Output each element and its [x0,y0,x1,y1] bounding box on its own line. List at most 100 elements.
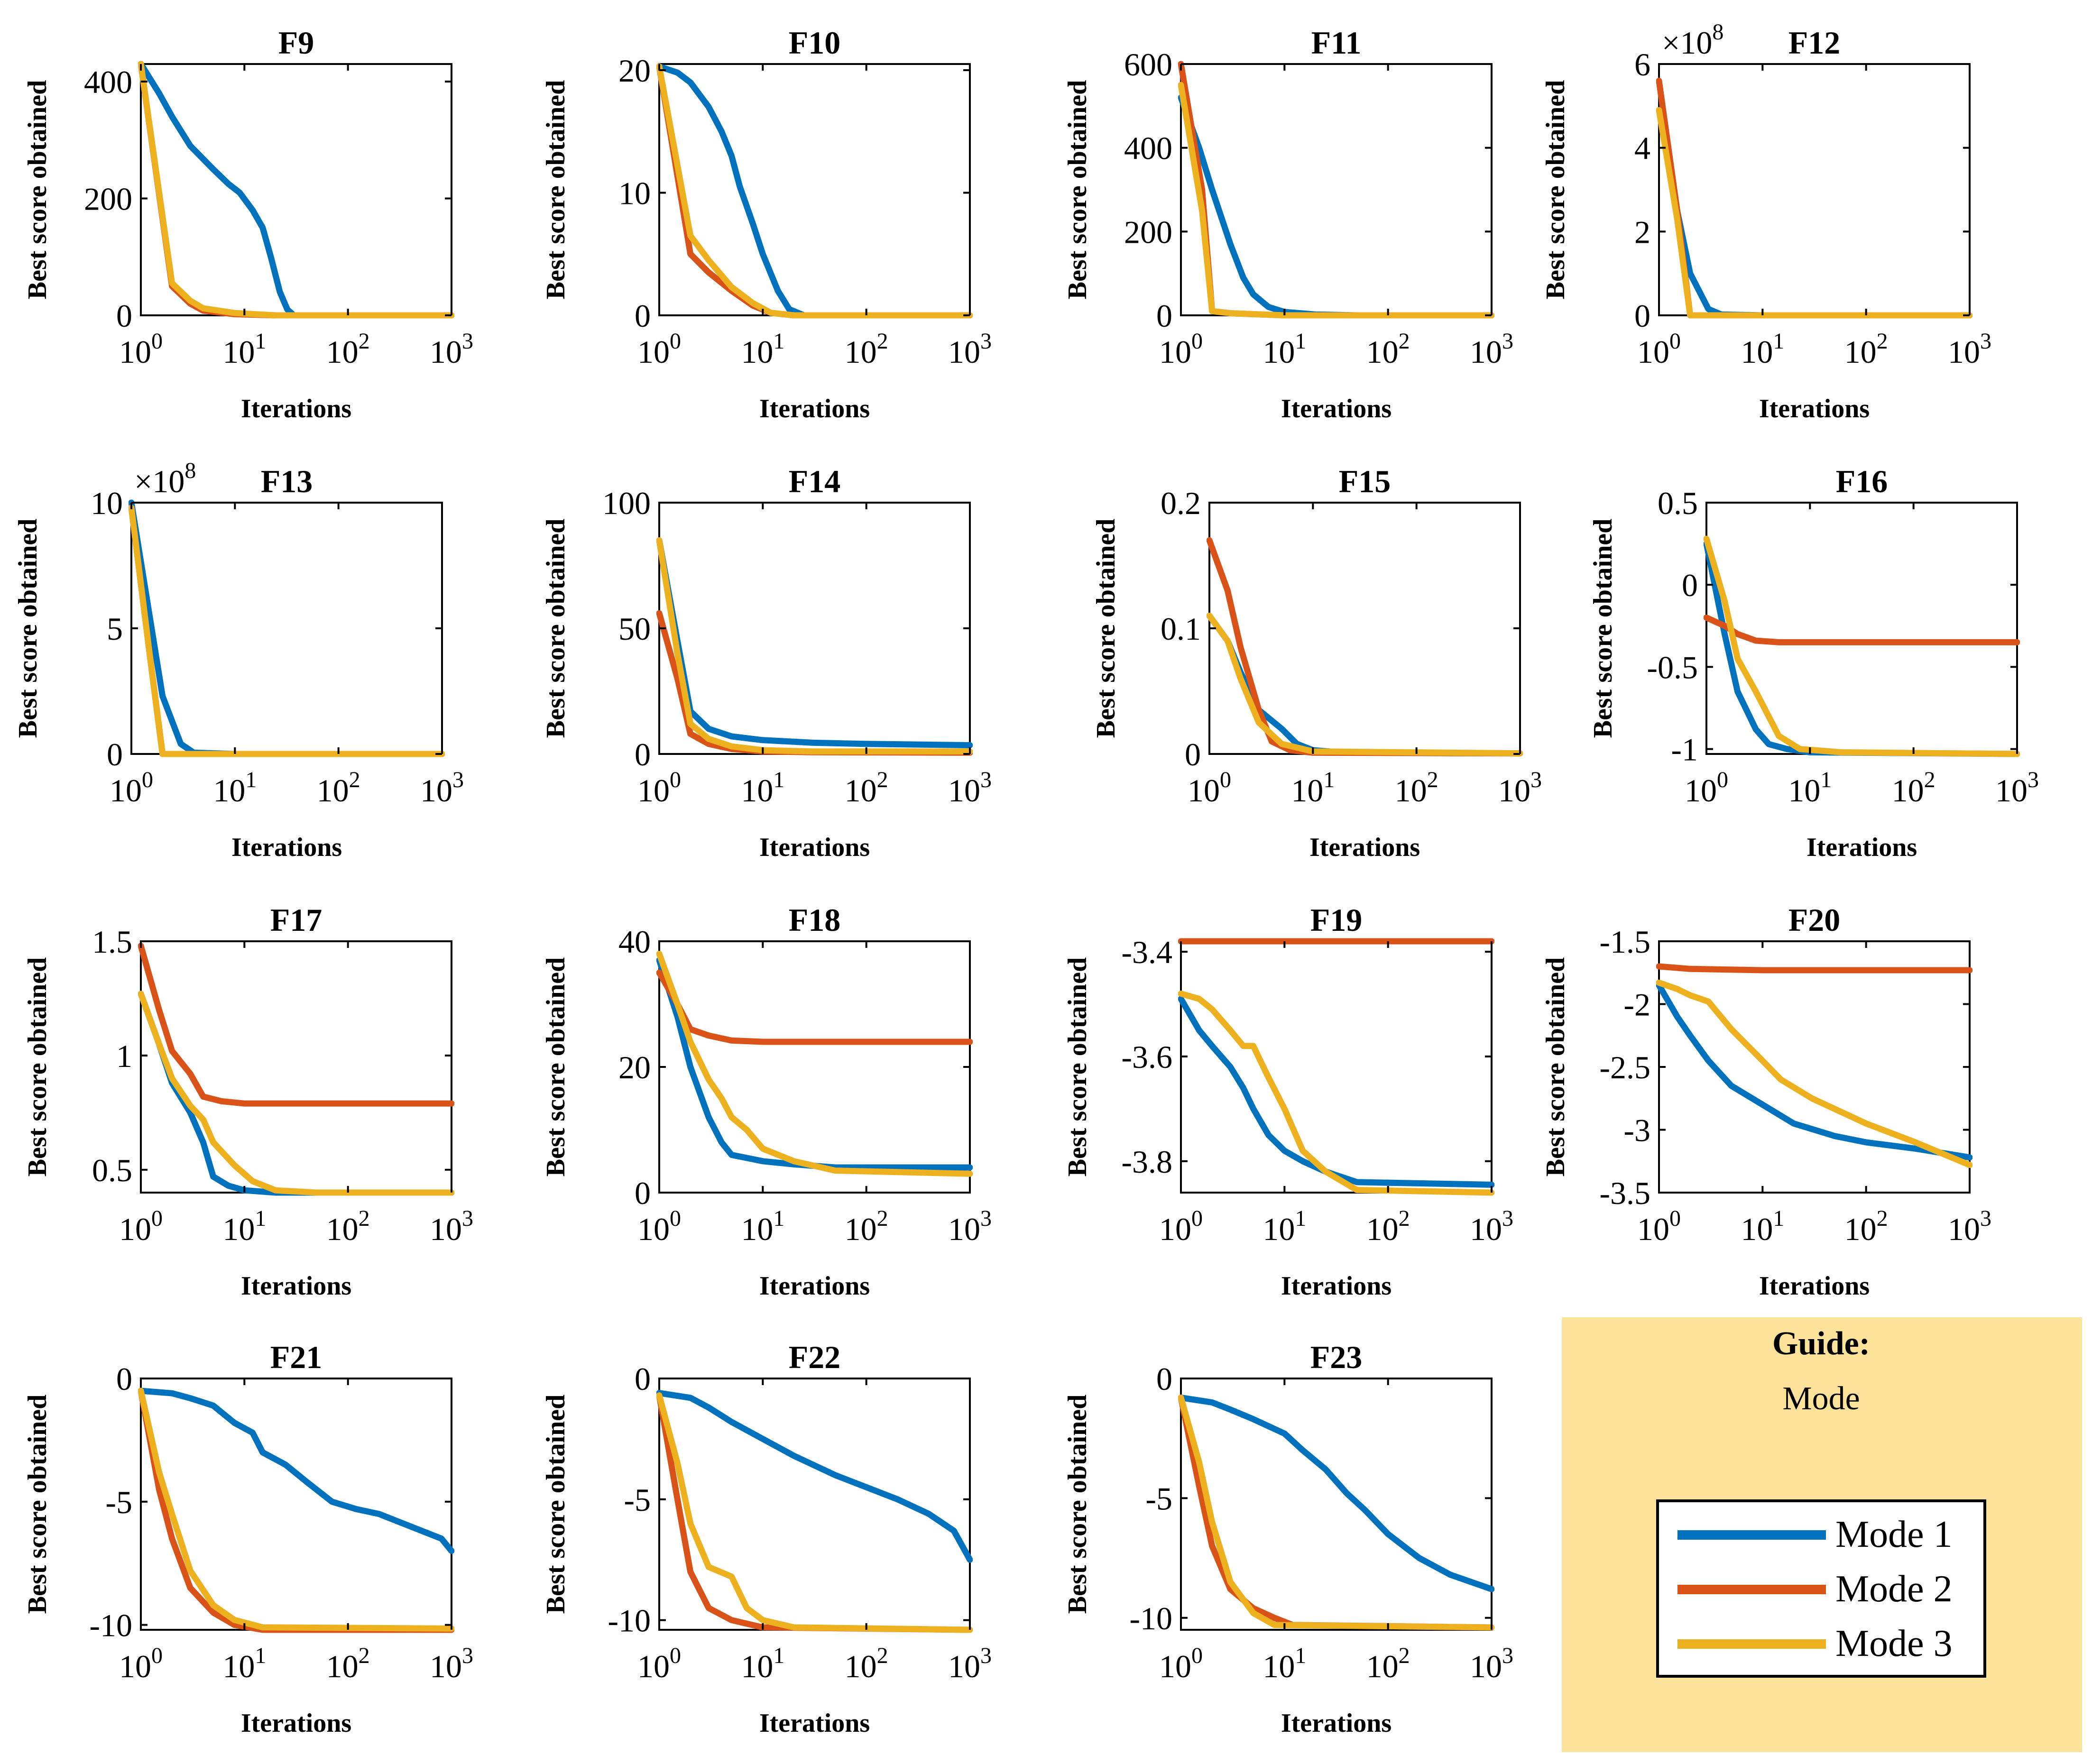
legend-label-mode-2: Mode 2 [1835,1568,1953,1610]
chart-f23-ytick-label: -5 [1145,1480,1172,1516]
chart-f22-line-mode-1 [656,1390,973,1563]
chart-f21-xlabel: Iterations [241,1709,351,1738]
chart-f17: 0.5 1 1.5 100 101 102 103 F17 Iterations Best sco… [23,902,473,1301]
chart-f16-line-mode-2 [1704,615,2020,645]
guide-title: Guide: [1772,1325,1870,1362]
chart-f20-line-mode-1 [1656,982,1972,1161]
chart-f18-xtick-label: 100 [637,1206,681,1247]
chart-f9-line-mode-1 [138,61,454,319]
chart-f18-xlabel: Iterations [759,1271,870,1301]
chart-f19-xtick-label: 103 [1470,1206,1513,1247]
chart-f20-axes-box [1658,940,1971,1194]
chart-f18-line-mode-3 [656,951,973,1177]
chart-f17-ytick-label: 1 [116,1038,132,1074]
chart-f11-line-mode-3 [1178,82,1494,319]
chart-f22-axes-box [658,1378,971,1631]
chart-f17-xtick-label: 103 [430,1206,473,1247]
chart-f15-xtick-label: 103 [1498,767,1542,808]
chart-f19-line-mode-3 [1178,990,1494,1196]
chart-f14-xtick-label: 103 [948,767,992,808]
chart-f13-xtick-label: 102 [317,767,360,808]
chart-f13-line-mode-3 [129,505,445,757]
chart-f21-xtick-label: 101 [222,1643,266,1684]
chart-f14: 0 50 100 100 101 102 103 F14 Iterations Best scor… [541,463,992,862]
chart-f15: 0 0.1 0.2 100 101 102 103 F15 Iterations Best sco… [1091,463,1542,862]
chart-f15-xtick-label: 100 [1188,767,1231,808]
chart-f11-xtick-label: 102 [1366,329,1410,370]
chart-f16-xtick-label: 101 [1788,767,1832,808]
chart-f21-xtick-label: 103 [430,1643,473,1684]
chart-f16-xtick-label: 103 [1995,767,2039,808]
chart-f21-line-mode-3 [138,1387,454,1632]
chart-f11-axes-box [1180,63,1493,316]
chart-f21-ylabel: Best score obtained [23,1395,52,1614]
chart-f20-ylabel: Best score obtained [1541,957,1570,1177]
chart-f22-xlabel: Iterations [759,1709,870,1738]
chart-f9-ytick-label: 0 [116,298,132,334]
chart-f16-xtick-label: 100 [1685,767,1728,808]
chart-f13: 0 5 10 100 101 102 103 F13 ×108 Iterations Best sc… [13,458,464,862]
chart-f14-axes-box [658,502,971,755]
chart-f21-ytick-label: -5 [105,1484,132,1520]
guide-panel: Guide: Mode Mode 1 Mode 2 Mode 3 [1562,1317,2082,1752]
chart-f15-ytick-label: 0 [1185,736,1201,772]
chart-f18-xtick-label: 101 [741,1206,784,1247]
chart-f16-line-mode-3 [1704,535,2020,757]
chart-f9-xtick-label: 102 [326,329,370,370]
chart-f23-xtick-label: 101 [1263,1643,1306,1684]
chart-f22-xtick-label: 100 [637,1643,681,1684]
chart-f9-ytick-label: 400 [84,64,132,100]
chart-f16-title: F16 [1836,463,1888,499]
chart-f22-ytick-label: -5 [624,1482,651,1518]
chart-f17-axes-box [140,940,452,1194]
chart-f21-title: F21 [270,1339,323,1375]
chart-f16-ytick-label: 0.5 [1658,485,1698,521]
chart-f17-series [138,943,454,1196]
chart-f9-ylabel: Best score obtained [23,80,52,300]
chart-f13-ytick-label: 5 [107,611,123,647]
chart-f23-ylabel: Best score obtained [1063,1395,1092,1614]
chart-f15-ytick-label: 0.2 [1161,485,1201,521]
chart-f16-axes-box [1705,502,2018,755]
chart-f18-ylabel: Best score obtained [541,957,571,1177]
chart-f22-ytick-label: 0 [635,1361,651,1397]
chart-f11-ylabel: Best score obtained [1063,80,1092,300]
chart-f10-line-mode-1 [656,63,973,319]
chart-f14-xtick-label: 102 [845,767,888,808]
chart-f19-series [1178,938,1494,1196]
chart-f11-ytick-label: 600 [1124,46,1172,83]
chart-f23-line-mode-1 [1178,1394,1494,1592]
chart-f10-xtick-label: 103 [948,329,992,370]
chart-f11-series [1178,61,1494,319]
chart-f16-ytick-label: -1 [1671,732,1698,768]
chart-f15-xlabel: Iterations [1309,833,1420,862]
chart-f9-xtick-label: 101 [222,329,266,370]
chart-f18-xtick-label: 103 [948,1206,992,1247]
chart-f12-xtick-label: 101 [1741,329,1784,370]
chart-f20-title: F20 [1788,902,1841,938]
chart-f13-ytick-label: 0 [107,736,123,772]
chart-f12: 0 2 4 6 100 101 102 103 F12 ×108 Iterations Best sc… [1541,19,1991,423]
chart-f13-axes-box [130,502,443,755]
chart-f16-ytick-label: -0.5 [1647,649,1698,685]
chart-f11-title: F11 [1311,25,1362,61]
chart-f13-title: F13 [261,463,313,499]
chart-f23-ytick-label: 0 [1156,1361,1172,1397]
chart-f19: -3.8 -3.6 -3.4 100 101 102 103 F19 Iterations Bes… [1063,902,1513,1301]
chart-f10-line-mode-3 [656,63,973,319]
chart-f20-xtick-label: 100 [1637,1206,1681,1247]
chart-f22: -10 -5 0 100 101 102 103 F22 Iterations Best scor… [541,1339,992,1738]
chart-f20-ytick-label: -3 [1623,1112,1650,1148]
chart-f11: 0 200 400 600 100 101 102 103 F11 Iterations Best … [1063,25,1513,423]
chart-f15-ytick-label: 0.1 [1161,611,1201,647]
chart-f18-series [656,951,973,1177]
chart-f23-xtick-label: 103 [1470,1643,1513,1684]
chart-f14-ytick-label: 0 [635,736,651,772]
chart-f19-ytick-label: -3.4 [1121,934,1172,970]
chart-f22-ytick-label: -10 [608,1603,651,1639]
chart-f20-ytick-label: -2.5 [1599,1049,1650,1085]
chart-f12-xlabel: Iterations [1759,394,1870,423]
chart-f17-ytick-label: 0.5 [92,1152,132,1188]
chart-f13-ylabel: Best score obtained [13,519,43,738]
chart-f11-xlabel: Iterations [1281,394,1392,423]
